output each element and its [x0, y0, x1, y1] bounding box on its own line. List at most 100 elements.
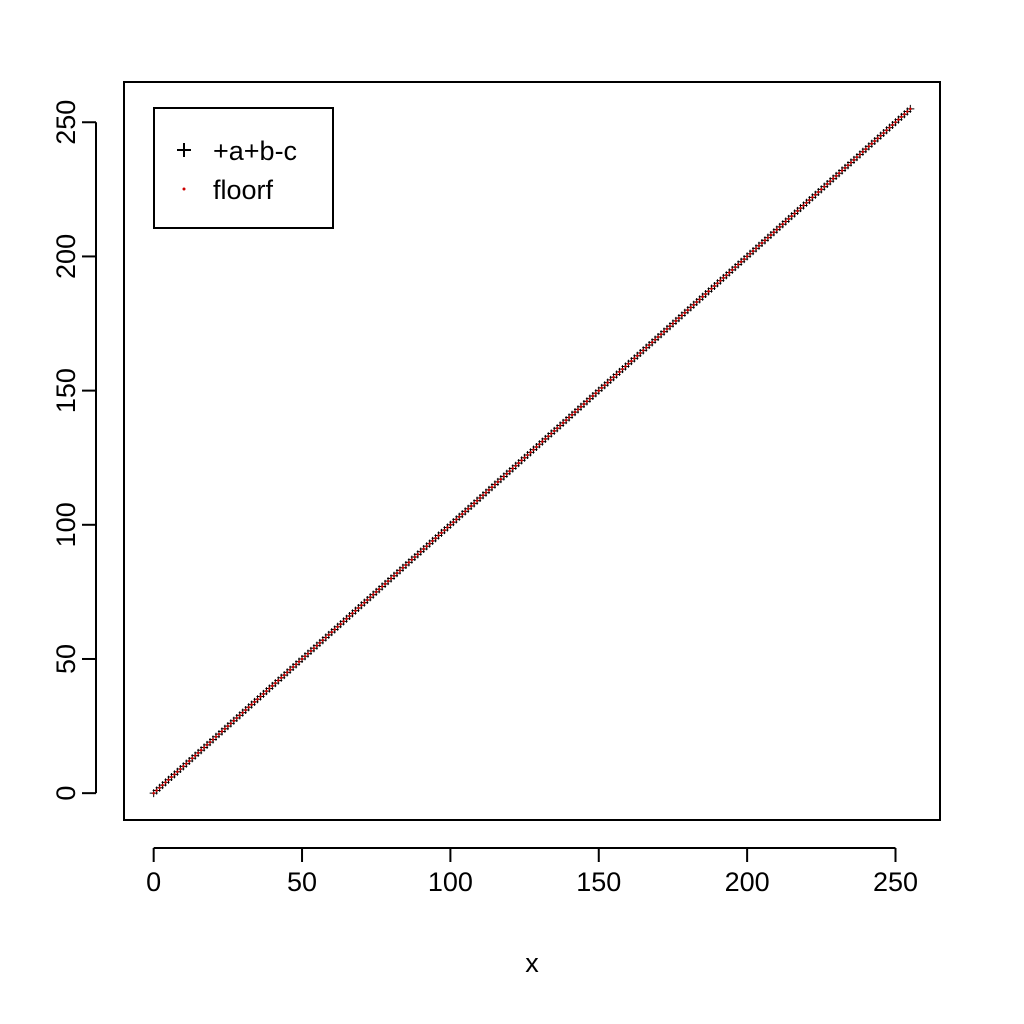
point-dot [716, 281, 719, 285]
point-dot [187, 759, 191, 763]
point-dot [161, 783, 164, 787]
point-dot [182, 765, 185, 768]
point-dot [232, 719, 236, 723]
point-dot [425, 544, 428, 548]
point-dot [558, 424, 562, 427]
x-tick-label: 200 [725, 867, 770, 897]
plot-frame [123, 81, 941, 821]
point-dot [567, 416, 571, 419]
point-dot [238, 714, 242, 717]
point-dot [179, 767, 182, 771]
point-dot [897, 118, 900, 121]
point-dot [707, 290, 710, 293]
point-dot [588, 397, 592, 400]
point-dot [410, 558, 414, 561]
point-dot [686, 308, 690, 312]
point-dot [713, 284, 716, 288]
point-dot [796, 209, 799, 213]
point-dot [900, 115, 903, 119]
point-dot [348, 614, 351, 618]
point-dot [600, 386, 604, 390]
x-tick-label: 50 [287, 867, 317, 897]
point-dot [861, 150, 865, 154]
point-dot [193, 754, 197, 757]
point-dot [493, 483, 497, 486]
point-dot [573, 410, 577, 414]
point-dot [214, 735, 218, 739]
point-dot [621, 367, 624, 371]
point-dot [805, 201, 808, 205]
point-dot [615, 373, 618, 376]
point-dot [303, 654, 307, 658]
point-dot [452, 520, 455, 524]
point-dot [570, 413, 574, 417]
point-dot [837, 171, 841, 175]
point-dot [582, 402, 586, 406]
point-dot [443, 528, 446, 532]
point-dot [846, 163, 850, 167]
point-dot [576, 408, 580, 411]
point-dot [555, 426, 559, 430]
point-dot [728, 271, 731, 274]
point-dot [274, 681, 277, 685]
point-dot [223, 727, 227, 731]
point-dot [668, 324, 672, 328]
point-dot [185, 762, 188, 765]
point-dot [345, 617, 348, 621]
point-dot [719, 279, 722, 282]
point-dot [736, 263, 740, 266]
point-dot [808, 198, 811, 202]
point-dot [597, 389, 601, 392]
point-dot [704, 292, 707, 296]
x-tick-label: 100 [428, 867, 473, 897]
point-dot [312, 646, 316, 650]
point-dot [431, 539, 434, 543]
point-dot [164, 781, 167, 784]
point-dot [268, 687, 271, 690]
point-dot [449, 523, 452, 527]
point-dot [366, 598, 369, 602]
point-dot [173, 773, 176, 776]
point-dot [167, 778, 170, 782]
point-dot [508, 469, 512, 473]
point-dot [437, 534, 440, 537]
point-dot [594, 392, 598, 395]
point-dot [748, 252, 752, 256]
point-dot [321, 638, 325, 642]
point-dot [413, 555, 417, 559]
point-dot [360, 604, 363, 607]
point-dot [822, 185, 826, 188]
point-dot [455, 518, 458, 521]
point-dot [309, 649, 313, 653]
point-dot [463, 510, 467, 513]
point-dot [603, 383, 606, 387]
point-dot [811, 196, 814, 199]
point-dot [814, 193, 817, 197]
x-tick-label: 250 [873, 867, 918, 897]
point-dot [817, 190, 820, 194]
point-dot [831, 177, 835, 180]
point-dot [265, 689, 268, 693]
point-dot [725, 273, 728, 277]
point-dot [363, 601, 366, 604]
point-dot [867, 145, 871, 148]
point-dot [858, 153, 862, 156]
point-dot [772, 230, 776, 234]
point-dot [733, 265, 737, 269]
point-dot [754, 247, 758, 250]
point-dot [357, 606, 360, 610]
point-dot [864, 147, 868, 151]
y-axis: 0 50 100 150 200 250 [51, 100, 97, 801]
point-dot [170, 775, 173, 779]
point-dot [339, 622, 342, 626]
y-tick-label: 150 [51, 368, 81, 413]
point-dot [285, 671, 289, 674]
point-dot [888, 126, 891, 129]
point-dot [793, 212, 796, 215]
point-dot [351, 612, 354, 615]
point-dot [799, 206, 802, 210]
legend-dot-mark [182, 187, 186, 191]
point-dot [288, 668, 292, 672]
point-dot [561, 421, 565, 425]
point-dot [612, 375, 615, 379]
